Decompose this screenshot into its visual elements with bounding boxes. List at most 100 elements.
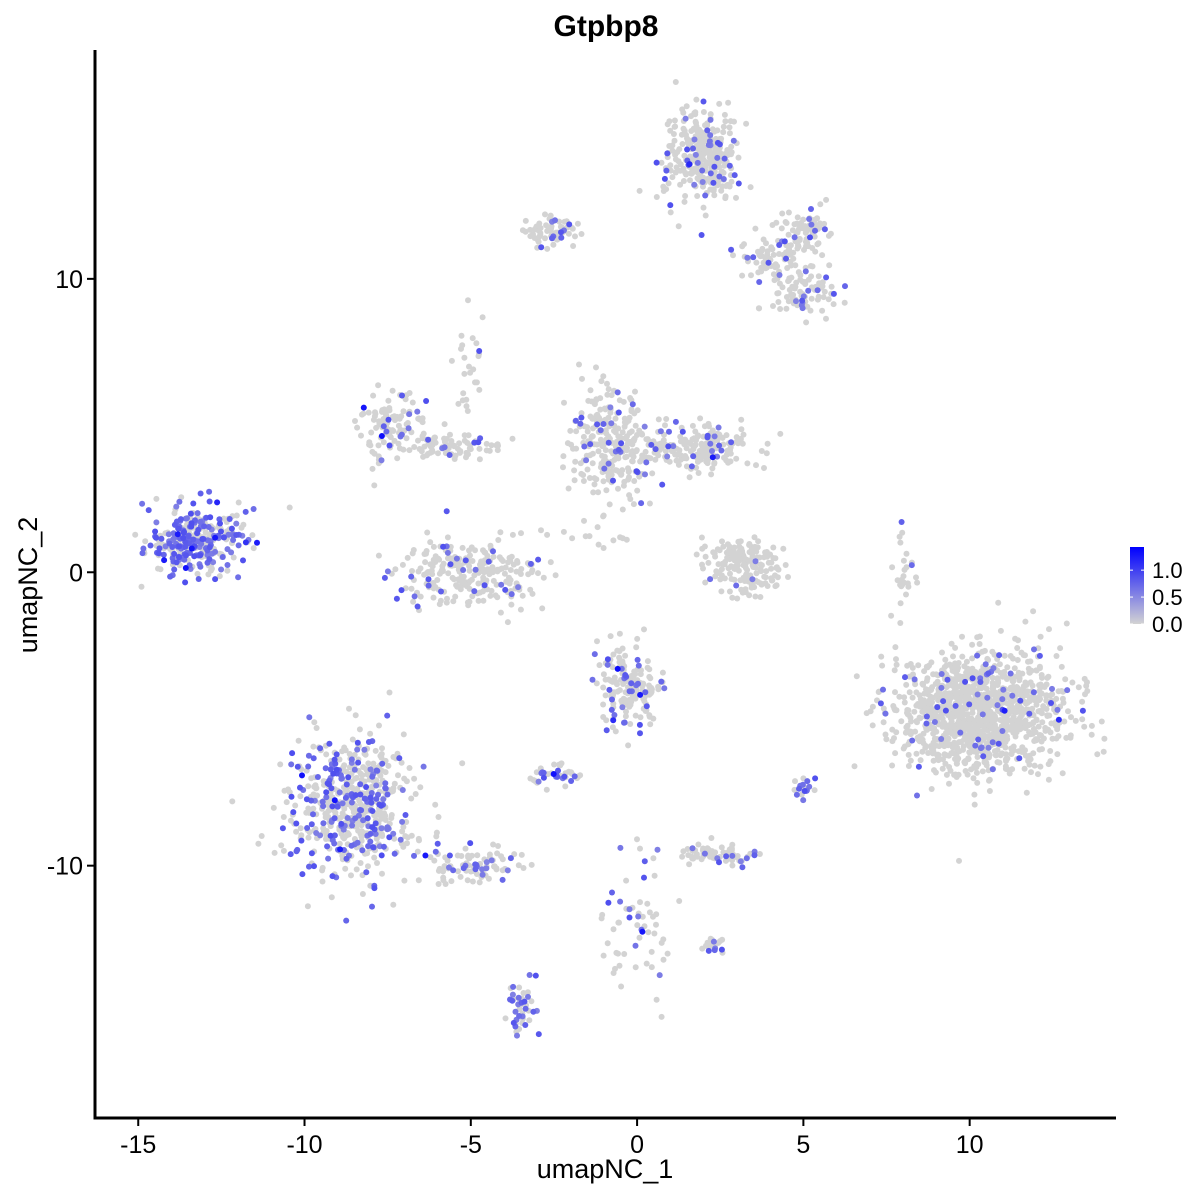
- cell-point: [610, 537, 617, 544]
- cell-point: [680, 848, 687, 855]
- cell-point: [626, 414, 633, 421]
- cell-point: [472, 866, 479, 873]
- cell-point: [412, 791, 419, 797]
- cell-point: [494, 447, 501, 454]
- cell-point: [508, 601, 515, 608]
- cell-point: [540, 774, 547, 781]
- cell-point: [544, 245, 551, 252]
- cell-point: [614, 389, 621, 396]
- cell-point: [406, 765, 413, 771]
- y-axis-label: umapNC_2: [13, 517, 43, 654]
- cell-point: [352, 418, 358, 424]
- cell-point: [704, 460, 711, 467]
- cell-point: [672, 418, 679, 425]
- cell-point: [352, 815, 359, 822]
- cell-point: [666, 458, 673, 465]
- cell-point: [699, 167, 706, 174]
- cell-point: [911, 708, 918, 715]
- cell-point: [917, 757, 924, 764]
- cell-point: [796, 785, 802, 792]
- cell-point: [672, 79, 679, 85]
- cell-point: [603, 487, 610, 494]
- cell-point: [903, 591, 909, 598]
- cell-point: [375, 552, 382, 559]
- cell-point: [791, 786, 798, 793]
- cell-point: [742, 564, 749, 571]
- cell-point: [395, 422, 402, 429]
- cell-point: [1026, 710, 1033, 717]
- cell-point: [797, 272, 804, 279]
- cell-point: [912, 681, 919, 688]
- cell-point: [919, 708, 926, 715]
- cell-point: [923, 713, 930, 720]
- cell-point: [938, 671, 945, 677]
- cell-point: [348, 756, 355, 763]
- cell-point: [908, 562, 915, 569]
- cell-point: [472, 547, 478, 554]
- cell-point: [628, 451, 635, 458]
- cell-point: [1028, 769, 1034, 776]
- cell-point: [626, 914, 633, 921]
- cell-point: [700, 183, 706, 190]
- cell-point: [962, 678, 969, 685]
- cell-point: [934, 704, 941, 711]
- cell-point: [600, 952, 607, 959]
- cell-point: [527, 226, 534, 233]
- cell-point: [691, 165, 698, 172]
- cell-point: [429, 563, 436, 570]
- cell-point: [660, 183, 667, 190]
- cell-point: [176, 543, 183, 550]
- cell-point: [637, 671, 644, 678]
- cell-point: [359, 847, 366, 854]
- cell-point: [530, 1008, 537, 1015]
- cell-point: [718, 447, 725, 454]
- cell-point: [808, 273, 815, 280]
- cell-point: [528, 861, 535, 868]
- cell-point: [418, 448, 425, 455]
- cell-point: [820, 294, 827, 301]
- cell-point: [329, 873, 336, 880]
- cell-point: [624, 440, 631, 447]
- cell-point: [235, 542, 242, 549]
- cell-point: [486, 851, 493, 858]
- cell-point: [785, 298, 792, 305]
- cell-point: [1088, 722, 1095, 729]
- cell-point: [619, 704, 626, 711]
- cell-point: [788, 274, 795, 281]
- cell-point: [475, 439, 482, 446]
- cell-point: [583, 457, 590, 464]
- cell-point: [983, 718, 990, 724]
- cell-point: [714, 139, 721, 146]
- cell-point: [698, 232, 705, 238]
- cell-point: [814, 241, 821, 248]
- cell-point: [665, 180, 672, 187]
- cell-point: [365, 863, 371, 870]
- cell-point: [297, 793, 304, 800]
- cell-point: [363, 869, 370, 876]
- cell-point: [600, 545, 607, 551]
- cell-point: [420, 453, 427, 460]
- cell-point: [679, 428, 686, 435]
- cell-point: [1016, 702, 1023, 709]
- cell-point: [995, 740, 1002, 747]
- cell-point: [171, 521, 178, 528]
- cell-point: [504, 619, 511, 626]
- cell-point: [600, 513, 607, 520]
- cell-point: [682, 193, 689, 199]
- cell-point: [1010, 747, 1017, 754]
- cell-point: [739, 243, 746, 250]
- cell-point: [465, 297, 471, 304]
- cell-point: [373, 777, 380, 784]
- cell-point: [779, 284, 786, 291]
- cell-point: [224, 567, 231, 574]
- cell-point: [310, 791, 317, 798]
- cell-point: [792, 262, 799, 269]
- cell-point: [380, 843, 387, 850]
- cell-point: [646, 682, 652, 689]
- cell-point: [590, 489, 597, 496]
- cell-point: [370, 416, 377, 423]
- cell-point: [701, 850, 708, 857]
- cell-point: [658, 159, 665, 166]
- cell-point: [351, 766, 358, 773]
- cell-point: [770, 544, 777, 551]
